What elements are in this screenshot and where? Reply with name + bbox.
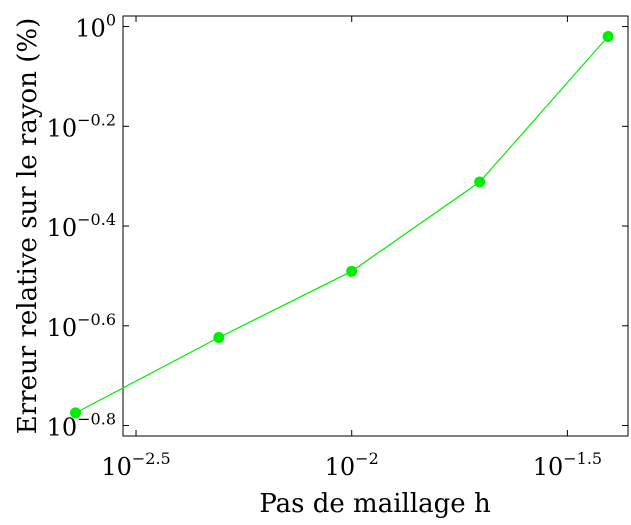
x-tick-label-1: 10−2 [325, 449, 379, 481]
series-line-0 [75, 36, 609, 414]
y-tick-label-4: 10−0.8 [47, 410, 116, 442]
y-tick-label-2: 10−0.4 [47, 210, 116, 242]
x-tick-label-2: 10−1.5 [533, 449, 602, 481]
tick-marks [123, 16, 628, 436]
data-point-0-2 [346, 265, 358, 277]
data-point-0-4 [602, 31, 614, 43]
data-point-0-1 [213, 331, 225, 343]
x-axis-title: Pas de maillage h [259, 489, 491, 519]
y-tick-label-3: 10−0.6 [47, 310, 116, 342]
x-tick-label-0: 10−2.5 [101, 449, 170, 481]
y-axis-title: Erreur relative sur le rayon (%) [13, 18, 43, 434]
tick-labels: 10−2.5 10−2 10−1.5 100 10−0.2 10−0.4 10−0.6 10−… [47, 11, 603, 481]
plot-frame [122, 15, 629, 437]
y-tick-label-0: 100 [75, 11, 116, 43]
data-point-0-3 [474, 176, 486, 188]
data-point-0-0 [70, 407, 82, 419]
y-tick-label-1: 10−0.2 [47, 110, 116, 142]
series-layer [70, 31, 614, 419]
